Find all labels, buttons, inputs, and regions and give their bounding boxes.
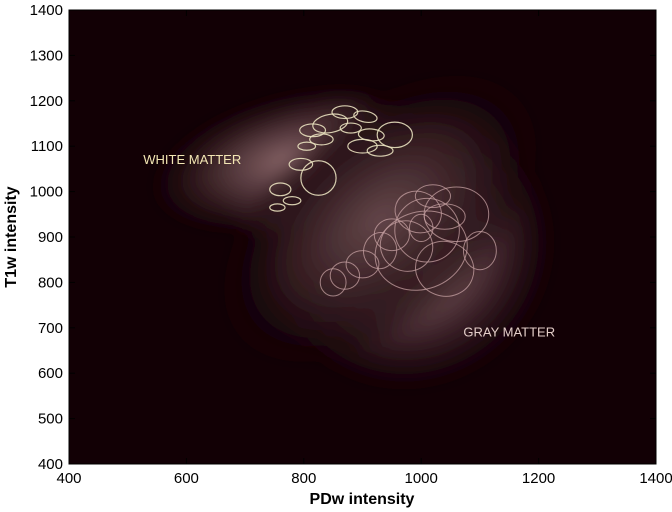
cluster-ellipse — [415, 240, 475, 297]
x-axis-label: PDw intensity — [310, 491, 415, 508]
x-tick-label: 1200 — [522, 470, 555, 487]
cluster-ellipse — [312, 113, 349, 134]
y-tick-label: 1100 — [31, 138, 63, 155]
density-contour-3-17 — [371, 210, 389, 227]
x-axis: 400 600 800 1000 1200 1400 — [56, 10, 672, 487]
y-axis-label: T1w intensity — [3, 186, 20, 287]
x-tick-label: 400 — [56, 470, 81, 487]
cluster-ellipse — [299, 123, 327, 138]
cluster-ellipse — [366, 144, 394, 157]
cluster-ellipse — [347, 138, 378, 154]
cluster-ellipse — [269, 182, 292, 197]
x-tick-label: 1000 — [405, 470, 438, 487]
cluster-ellipse — [297, 141, 317, 151]
y-tick-label: 1000 — [30, 184, 63, 201]
cluster-ellipse — [331, 105, 359, 120]
cluster-ellipse — [394, 190, 442, 234]
cluster-ellipse — [414, 184, 452, 208]
y-tick-label: 700 — [38, 320, 63, 337]
density-layer — [152, 75, 555, 390]
cluster-ellipse — [353, 110, 378, 124]
cluster-ellipse — [345, 250, 380, 279]
cluster-ellipse — [300, 160, 337, 196]
cluster-ellipse — [282, 195, 302, 206]
cluster-ellipse — [269, 203, 286, 212]
y-tick-label: 1200 — [30, 93, 63, 110]
x-tick-label: 800 — [291, 470, 316, 487]
cluster-ellipse — [373, 218, 410, 252]
y-tick-label: 800 — [38, 274, 63, 291]
cluster-ellipse — [374, 210, 468, 291]
annotation-label: WHITE MATTER — [143, 152, 241, 167]
y-tick-label: 1400 — [30, 2, 63, 19]
cluster-ellipse — [339, 122, 362, 134]
cluster-ellipse — [288, 157, 314, 171]
ellipse-layer — [269, 105, 497, 297]
cluster-ellipse — [363, 232, 398, 270]
y-tick-label: 400 — [38, 456, 63, 473]
y-tick-label: 1300 — [30, 47, 63, 64]
x-tick-label: 600 — [174, 470, 199, 487]
cluster-ellipse — [408, 213, 434, 243]
y-tick-label: 500 — [38, 411, 63, 428]
cluster-ellipse — [319, 268, 347, 297]
y-tick-label: 600 — [38, 365, 63, 382]
y-tick-label: 900 — [38, 229, 63, 246]
cluster-ellipse — [462, 231, 497, 271]
annotation-label: GRAY MATTER — [463, 324, 555, 339]
cluster-ellipse — [376, 121, 413, 149]
cluster-ellipse — [309, 133, 334, 146]
y-axis: 400 500 600 700 800 900 1000 1100 1200 1300 1400 — [30, 2, 656, 473]
cluster-ellipse — [379, 220, 434, 272]
annotations: WHITE MATTER GRAY MATTER — [143, 152, 555, 340]
x-tick-label: 1400 — [639, 470, 672, 487]
